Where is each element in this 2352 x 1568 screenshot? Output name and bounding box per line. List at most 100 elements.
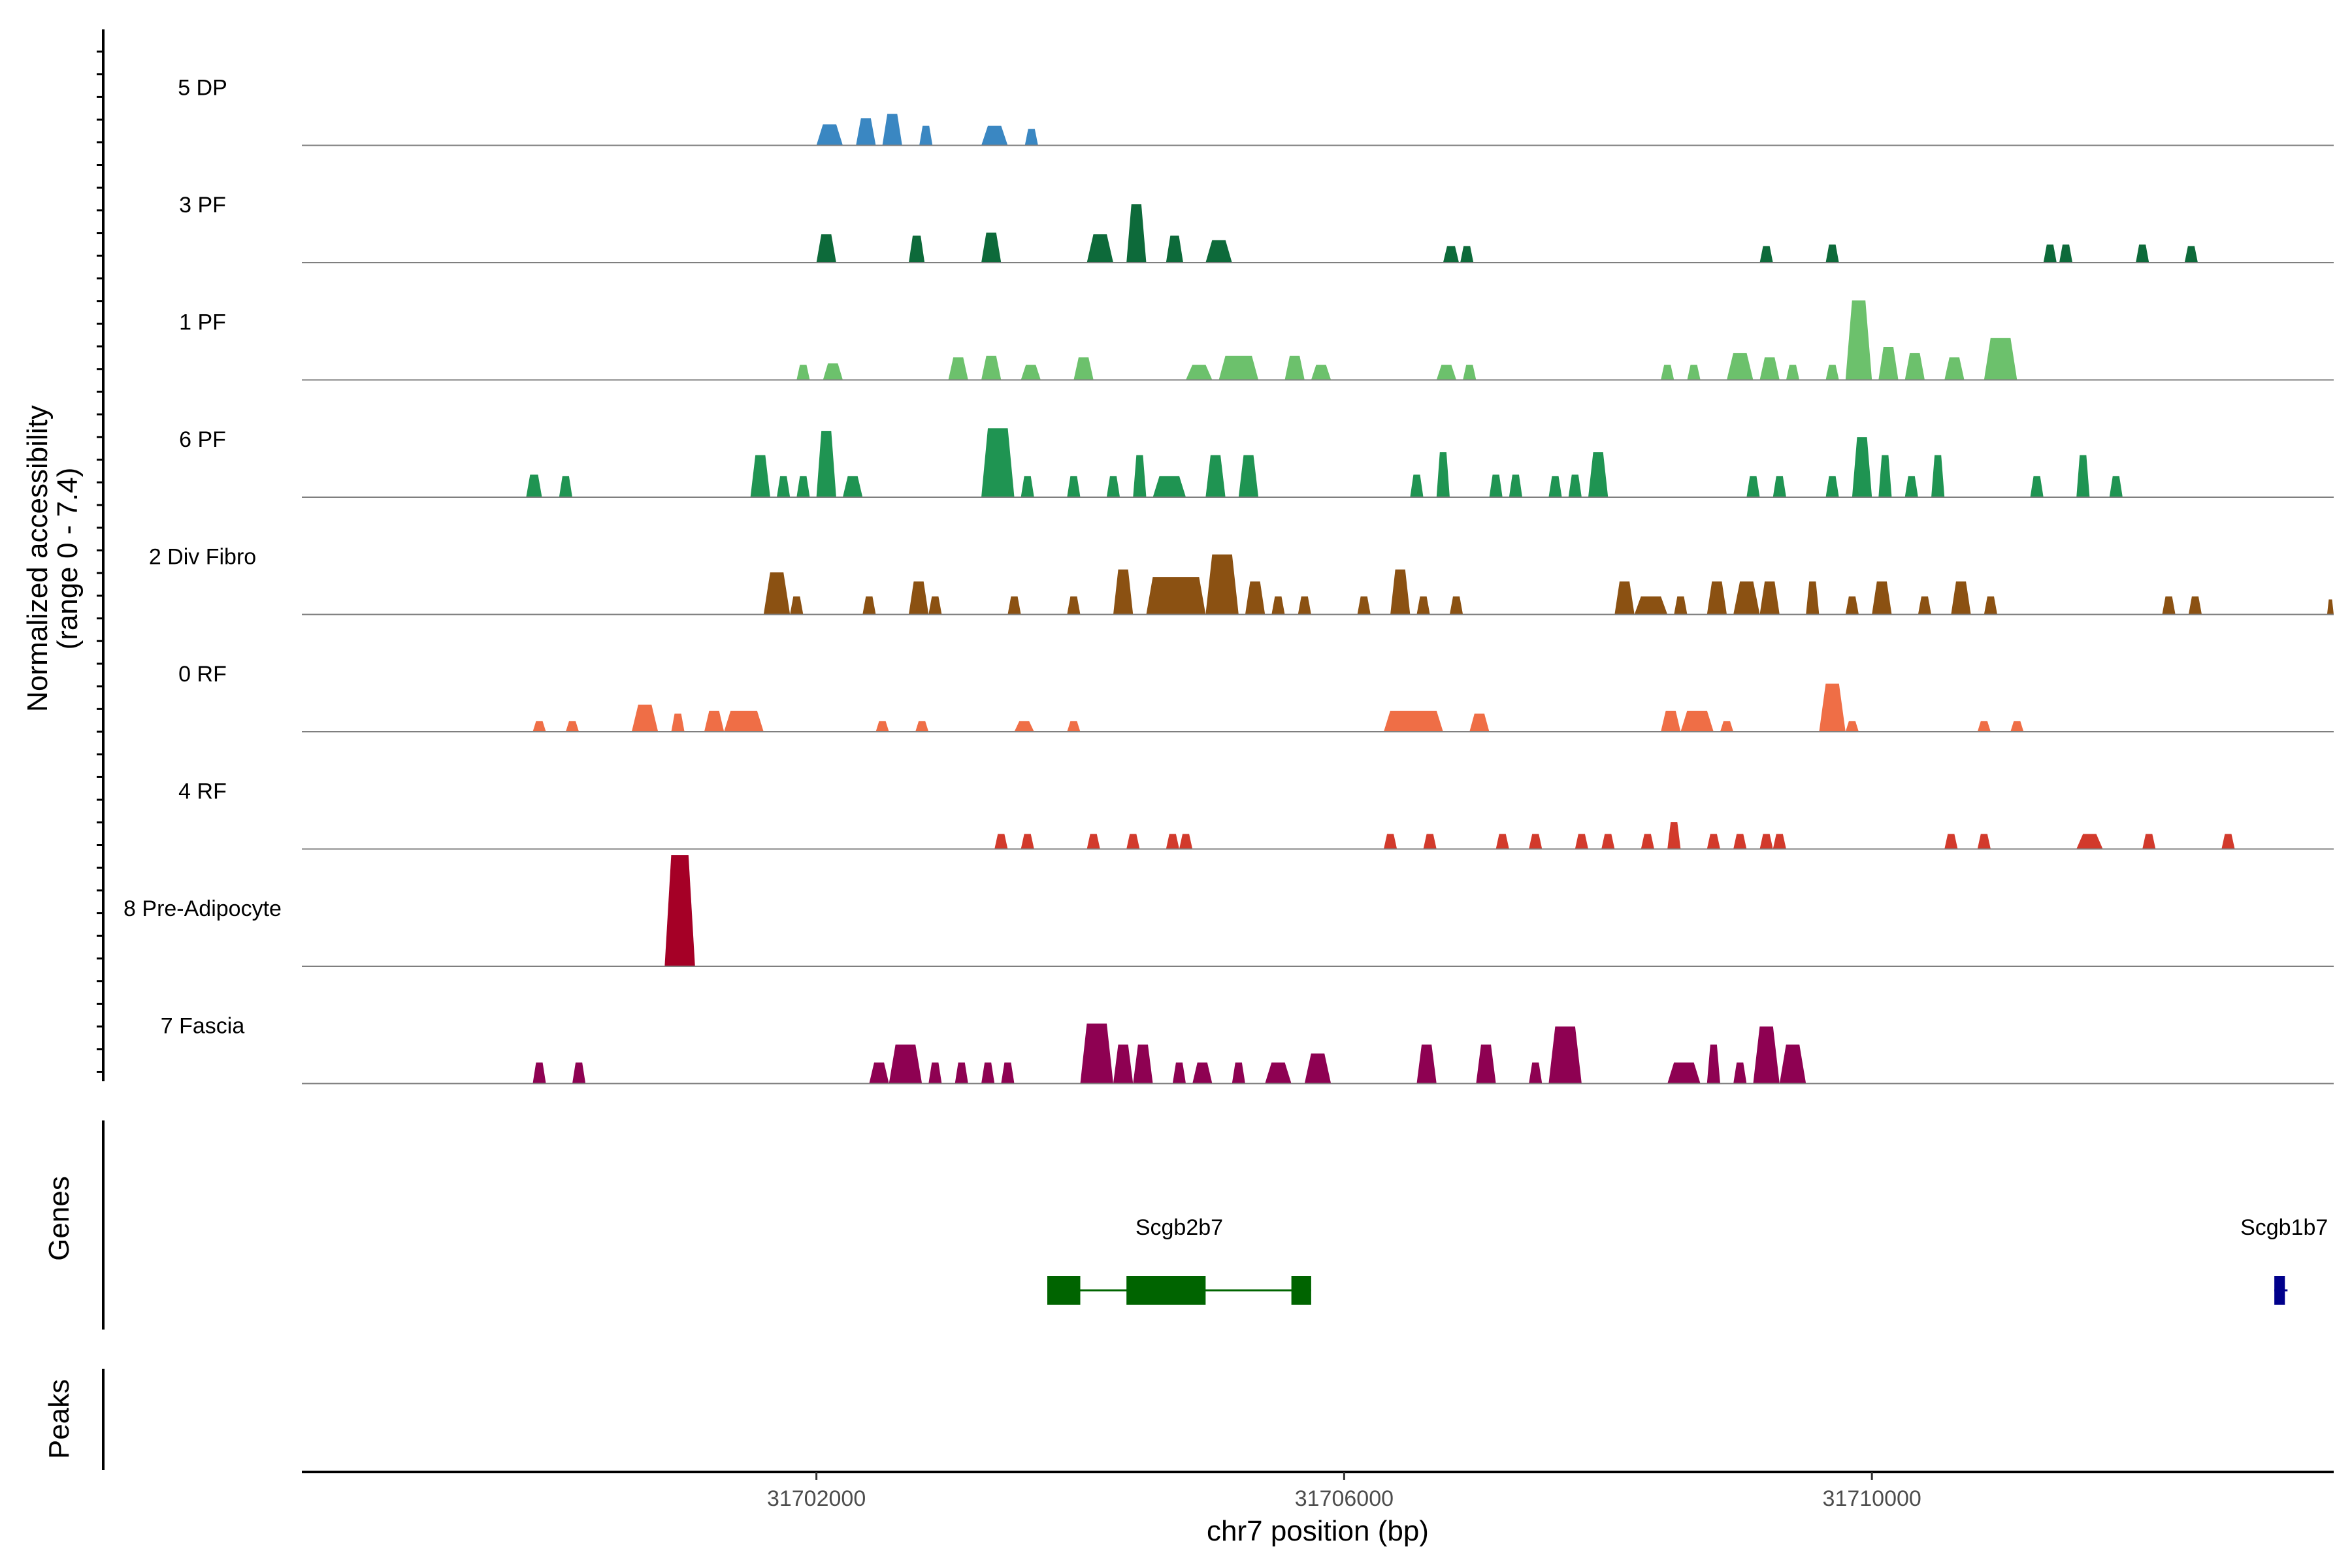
coverage-peak <box>1205 455 1226 497</box>
track-7-fascia: 7 Fascia <box>161 1014 2334 1085</box>
coverage-peak <box>981 233 1002 263</box>
gene-scgb1b7: Scgb1b7 <box>2240 1215 2328 1305</box>
coverage-peak <box>1977 834 1991 849</box>
coverage-peak <box>2221 834 2235 849</box>
coverage-peak <box>1113 1044 1134 1084</box>
coverage-peak <box>1733 834 1747 849</box>
coverage-peak <box>1436 365 1457 380</box>
coverage-peak <box>1460 246 1474 263</box>
coverage-peak <box>823 363 843 380</box>
coverage-peak <box>763 572 791 615</box>
coverage-peak <box>2010 721 2024 732</box>
coverage-peak <box>1984 596 1998 615</box>
coverage-peak <box>1024 129 1038 146</box>
coverage-peak <box>875 721 889 732</box>
coverage-peak <box>1845 300 1872 380</box>
coverage-peak <box>1179 834 1193 849</box>
coverage-peak <box>1529 834 1543 849</box>
y-axis-title: Normalized accessibility <box>22 405 54 711</box>
coverage-peak <box>919 125 933 146</box>
coverage-peak <box>1759 357 1780 380</box>
x-axis-ticks: 31702000 31706000 31710000 <box>767 1472 1921 1511</box>
coverage-peak <box>1680 710 1714 732</box>
coverage-peak <box>1878 455 1892 497</box>
coverage-peak <box>1918 596 1932 615</box>
coverage-peak <box>1311 365 1331 380</box>
coverage-peak <box>704 710 725 732</box>
coverage-peak <box>1931 455 1945 497</box>
coverage-peak <box>1007 596 1021 615</box>
track-1-pf: 1 PF <box>179 300 2334 381</box>
coverage-peak <box>1687 365 1701 380</box>
coverage-peak <box>1575 834 1588 849</box>
coverage-peak <box>1759 246 1773 263</box>
coverage-peak <box>1825 476 1839 497</box>
coverage-peak <box>1548 476 1562 497</box>
coverage-peak <box>889 1044 923 1084</box>
coverage-peak <box>1904 353 1925 380</box>
coverage-peak <box>1489 474 1503 497</box>
coverage-peak <box>790 596 804 615</box>
gene-exon <box>1291 1276 1311 1305</box>
coverage-peak <box>796 476 810 497</box>
track-label: 5 DP <box>178 76 227 101</box>
coverage-peak <box>1073 357 1094 380</box>
coverage-peak <box>1192 1062 1213 1084</box>
coverage-peak <box>1872 581 1892 615</box>
coverage-peak <box>882 114 902 146</box>
y-axis-subtitle: (range 0 - 7.4) <box>52 468 84 650</box>
coverage-peak <box>1845 596 1859 615</box>
gene-exon <box>1047 1276 1081 1305</box>
genes-panel-title: Genes <box>43 1176 75 1261</box>
coverage-peak <box>1806 581 1820 615</box>
coverage-peak <box>1825 244 1839 263</box>
track-label: 4 RF <box>178 779 227 804</box>
coverage-peak <box>1238 455 1259 497</box>
coverage-peak <box>1529 1062 1543 1084</box>
coverage-peak <box>1904 476 1918 497</box>
coverage-peak <box>1304 1053 1331 1084</box>
coverage-peak <box>948 357 968 380</box>
coverage-peak <box>1661 710 1681 732</box>
coverage-peak <box>908 581 929 615</box>
coverage-peak <box>1205 554 1239 615</box>
coverage-peak <box>2136 244 2149 263</box>
coverage-peak <box>908 235 925 263</box>
coverage-peak <box>1086 834 1100 849</box>
coverage-peak <box>994 834 1008 849</box>
y-axis <box>97 29 105 1081</box>
peaks-panel-title: Peaks <box>43 1379 75 1459</box>
x-axis-tick-label: 31710000 <box>1823 1486 1921 1511</box>
coverage-peak <box>928 1062 942 1084</box>
coverage-peak <box>1416 1044 1437 1084</box>
coverage-peak <box>1390 569 1411 615</box>
gene-exon <box>2274 1276 2285 1305</box>
coverage-peak <box>1727 353 1754 380</box>
coverage-peak <box>1166 834 1179 849</box>
coverage-peak <box>559 476 572 497</box>
coverage-peak <box>1086 234 1113 263</box>
track-label: 0 RF <box>178 662 227 687</box>
coverage-peak <box>1133 455 1147 497</box>
coverage-peak <box>2076 455 2090 497</box>
coverage-peak <box>1245 581 1266 615</box>
coverage-peak <box>816 124 843 146</box>
coverage-peak <box>1753 1026 1780 1084</box>
coverage-peak <box>1984 338 2017 380</box>
gene-label: Scgb1b7 <box>2240 1215 2328 1240</box>
coverage-peak <box>1410 474 1424 497</box>
coverage-peak <box>1067 596 1081 615</box>
coverage-peak <box>1232 1062 1245 1084</box>
coverage-peak <box>1172 1062 1186 1084</box>
coverage-peak <box>1205 240 1232 263</box>
coverage-peak <box>1825 365 1839 380</box>
coverage-peak <box>1383 834 1397 849</box>
coverage-peak <box>1944 357 1965 380</box>
coverage-peak <box>816 234 836 263</box>
track-4-rf: 4 RF <box>178 779 2334 850</box>
track-label: 3 PF <box>179 193 226 218</box>
coverage-peak <box>1265 1062 1292 1084</box>
coverage-peak <box>1126 834 1140 849</box>
coverage-peak <box>869 1062 889 1084</box>
coverage-peak <box>1641 834 1654 849</box>
